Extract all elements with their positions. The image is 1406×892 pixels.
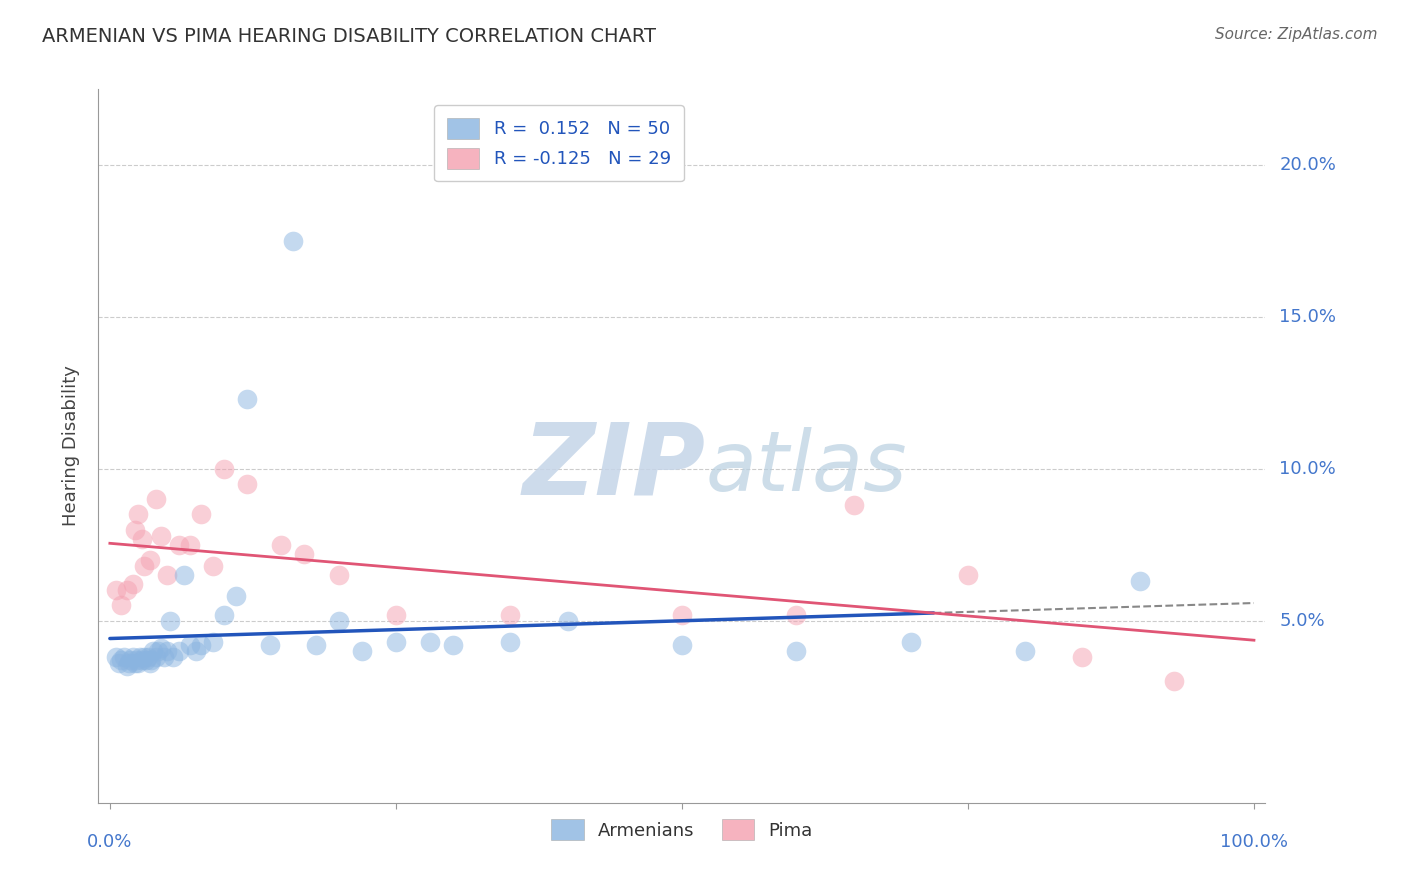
Point <box>145 650 167 665</box>
Point <box>201 558 224 573</box>
Point <box>136 650 159 665</box>
Point <box>190 638 212 652</box>
Point <box>557 614 579 628</box>
Point <box>121 650 143 665</box>
Point <box>225 590 247 604</box>
Point <box>127 656 149 670</box>
Text: atlas: atlas <box>706 427 907 508</box>
Point <box>127 508 149 522</box>
Point <box>118 656 141 670</box>
Point <box>385 635 408 649</box>
Point <box>131 653 153 667</box>
Point <box>184 644 207 658</box>
Point <box>150 640 173 655</box>
Point <box>156 568 179 582</box>
Point <box>131 532 153 546</box>
Point <box>115 583 138 598</box>
Point <box>152 650 174 665</box>
Point <box>139 653 162 667</box>
Legend: Armenians, Pima: Armenians, Pima <box>544 812 820 847</box>
Point <box>142 644 165 658</box>
Point <box>1014 644 1036 658</box>
Point <box>350 644 373 658</box>
Point <box>292 547 315 561</box>
Point <box>1163 674 1185 689</box>
Point <box>110 653 132 667</box>
Point <box>1071 650 1094 665</box>
Point <box>121 577 143 591</box>
Point <box>785 644 807 658</box>
Point <box>162 650 184 665</box>
Point <box>135 653 157 667</box>
Point <box>112 650 135 665</box>
Y-axis label: Hearing Disability: Hearing Disability <box>62 366 80 526</box>
Point <box>671 638 693 652</box>
Point <box>167 538 190 552</box>
Point <box>236 477 259 491</box>
Point <box>214 462 236 476</box>
Text: ARMENIAN VS PIMA HEARING DISABILITY CORRELATION CHART: ARMENIAN VS PIMA HEARING DISABILITY CORR… <box>42 27 657 45</box>
Point <box>956 568 979 582</box>
Point <box>104 650 127 665</box>
Point <box>108 656 131 670</box>
Point <box>499 635 522 649</box>
Point <box>785 607 807 622</box>
Text: 0.0%: 0.0% <box>87 833 132 851</box>
Text: 15.0%: 15.0% <box>1279 308 1336 326</box>
Point <box>139 656 162 670</box>
Point <box>305 638 328 652</box>
Point <box>156 644 179 658</box>
Text: ZIP: ZIP <box>522 419 706 516</box>
Point <box>328 568 350 582</box>
Point <box>842 498 865 512</box>
Text: 10.0%: 10.0% <box>1279 459 1336 478</box>
Point <box>134 650 156 665</box>
Point <box>1128 574 1150 588</box>
Point <box>671 607 693 622</box>
Point <box>104 583 127 598</box>
Point <box>173 568 195 582</box>
Point <box>125 653 148 667</box>
Point <box>201 635 224 649</box>
Point <box>236 392 259 406</box>
Point <box>385 607 408 622</box>
Text: 5.0%: 5.0% <box>1279 612 1324 630</box>
Point <box>190 508 212 522</box>
Point <box>214 607 236 622</box>
Text: 20.0%: 20.0% <box>1279 156 1336 174</box>
Point <box>159 614 181 628</box>
Point <box>139 553 162 567</box>
Point <box>900 635 922 649</box>
Point <box>110 599 132 613</box>
Point <box>419 635 441 649</box>
Point <box>115 659 138 673</box>
Point <box>150 528 173 542</box>
Point <box>328 614 350 628</box>
Point <box>499 607 522 622</box>
Point <box>179 638 201 652</box>
Point <box>259 638 281 652</box>
Point <box>134 558 156 573</box>
Point <box>124 523 146 537</box>
Point <box>120 653 142 667</box>
Text: 100.0%: 100.0% <box>1220 833 1288 851</box>
Point <box>128 650 150 665</box>
Point <box>281 234 304 248</box>
Point <box>167 644 190 658</box>
Text: Source: ZipAtlas.com: Source: ZipAtlas.com <box>1215 27 1378 42</box>
Point <box>441 638 464 652</box>
Point <box>146 644 169 658</box>
Point <box>124 656 146 670</box>
Point <box>179 538 201 552</box>
Point <box>145 492 167 507</box>
Point <box>270 538 292 552</box>
